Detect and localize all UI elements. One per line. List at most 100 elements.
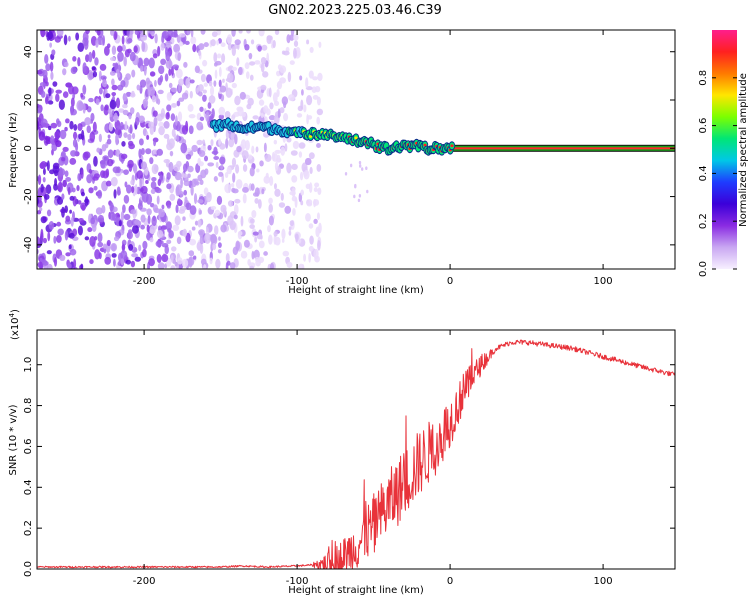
spectrogram-noise-cell xyxy=(213,175,218,182)
spectrogram-noise-cell xyxy=(138,244,142,252)
spectrogram-noise-cell xyxy=(213,52,218,63)
spectrogram-noise-cell xyxy=(289,190,296,196)
spectrogram-noise-cell xyxy=(178,41,184,47)
spectrogram-noise-cell xyxy=(199,106,204,112)
spectrogram-noise-cell xyxy=(102,155,109,161)
spectrogram-noise-cell xyxy=(89,259,94,265)
spectrogram-noise-cell xyxy=(304,157,312,166)
spectrogram-noise-cell xyxy=(69,157,77,165)
spectrogram-noise-cell xyxy=(231,66,238,71)
spectrogram-noise-cell xyxy=(83,151,91,159)
spectrogram-noise-cell xyxy=(305,77,309,89)
spectrogram-noise-cell xyxy=(52,165,60,174)
spectrogram-noise-cell xyxy=(150,181,157,190)
spectrogram-noise-cell xyxy=(161,243,169,248)
spectrogram-noise-cell xyxy=(92,71,98,78)
spectrogram-noise-cell xyxy=(157,178,162,187)
spectrogram-noise-cell xyxy=(113,112,118,123)
spectrogram-noise-cell xyxy=(145,193,153,205)
spectral-line-peak xyxy=(308,135,313,138)
spectrogram-noise-cell xyxy=(77,200,82,205)
spectrogram-noise-cell xyxy=(187,103,194,112)
spectrogram-noise-cell xyxy=(173,32,178,38)
spectrogram-noise-cell xyxy=(366,189,369,194)
spectrogram-noise-cell xyxy=(309,235,314,245)
spectrogram-noise-cell xyxy=(47,100,54,105)
spectrogram-noise-cell xyxy=(166,104,172,112)
spectrogram-noise-cell xyxy=(89,131,96,142)
spectrogram-noise-cell xyxy=(117,51,124,62)
spectrogram-noise-cell xyxy=(95,98,100,106)
spectrogram-noise-cell xyxy=(173,43,181,53)
spectrogram-noise-cell xyxy=(163,120,170,129)
colorbar-label: Normalized spectral amplitude xyxy=(738,73,749,227)
spectrogram-noise-cell xyxy=(85,30,90,35)
spectrogram-noise-cell xyxy=(238,66,243,76)
spectrogram-noise-cell xyxy=(241,150,249,160)
spectrogram-noise-cell xyxy=(170,265,176,269)
spectrogram-noise-cell xyxy=(224,183,232,194)
spectrogram-noise-cell xyxy=(80,202,87,211)
spectrogram-noise-cell xyxy=(231,187,236,193)
spectrogram-noise-cell xyxy=(252,231,259,236)
spectrogram-noise-cell xyxy=(230,182,235,188)
spectrogram-noise-cell xyxy=(37,103,40,108)
spectrogram-noise-cell xyxy=(157,89,164,95)
spectrogram-noise-cell xyxy=(64,170,69,178)
spectrogram-noise-cell xyxy=(297,263,305,269)
spectrogram-noise-cell xyxy=(155,187,162,194)
spectrogram-noise-cell xyxy=(183,189,188,196)
spectrogram-noise-cell xyxy=(158,121,165,128)
spectrogram-noise-cell xyxy=(106,239,111,247)
spectrogram-noise-cell xyxy=(126,37,133,44)
spectrogram-noise-cell xyxy=(309,46,314,54)
spectrogram-noise-cell xyxy=(127,133,132,141)
spectrogram-noise-cell xyxy=(47,125,52,131)
spectrogram-noise-cell xyxy=(76,100,84,111)
y-tick-label: 0.8 xyxy=(23,398,34,414)
spectrogram-noise-cell xyxy=(258,240,265,249)
spectrogram-noise-cell xyxy=(132,224,139,234)
spectrogram-noise-cell xyxy=(124,181,128,188)
spectrogram-noise-cell xyxy=(126,30,130,37)
spectrogram-noise-cell xyxy=(249,218,255,224)
spectrogram-noise-cell xyxy=(289,220,295,227)
spectrogram-noise-cell xyxy=(226,34,233,45)
spectrogram-noise-cell xyxy=(50,122,58,129)
spectrogram-noise-cell xyxy=(115,134,119,140)
spectrogram-noise-cell xyxy=(84,236,90,241)
spectrogram-noise-cell xyxy=(130,179,134,185)
spectrogram-noise-cell xyxy=(232,172,236,183)
spectrogram-noise-cell xyxy=(200,30,206,35)
spectrogram-noise-cell xyxy=(188,250,195,257)
spectrogram-noise-cell xyxy=(239,91,246,100)
spectrogram-noise-cell xyxy=(150,188,156,194)
spectrogram-noise-cell xyxy=(111,91,117,97)
spectrogram-noise-cell xyxy=(49,61,54,72)
spectrogram-noise-cell xyxy=(161,204,165,210)
spectrogram-noise-cell xyxy=(49,42,53,48)
spectrogram-noise-cell xyxy=(166,183,172,190)
spectrogram-noise-cell xyxy=(68,244,72,250)
spectrogram-noise-cell xyxy=(140,224,145,230)
spectrogram-noise-cell xyxy=(300,99,304,110)
spectrogram-noise-cell xyxy=(216,39,220,46)
spectrogram-noise-cell xyxy=(158,126,165,136)
spectrogram-noise-cell xyxy=(308,152,315,160)
spectrogram-noise-cell xyxy=(313,218,318,225)
spectrogram-noise-cell xyxy=(260,112,264,118)
spectrogram-noise-cell xyxy=(205,111,210,123)
spectrogram-noise-cell xyxy=(184,40,190,46)
spectrogram-noise-cell xyxy=(263,251,268,256)
spectrogram-noise-cell xyxy=(224,172,229,179)
spectrogram-noise-cell xyxy=(180,142,188,154)
y-tick-label: 0.6 xyxy=(23,438,34,454)
spectrogram-noise-cell xyxy=(274,236,281,246)
spectrogram-noise-cell xyxy=(111,213,117,221)
spectrogram-noise-cell xyxy=(210,39,216,47)
spectrogram-noise-cell xyxy=(155,240,162,247)
spectrogram-noise-cell xyxy=(186,30,191,36)
spectrogram-noise-cell xyxy=(97,232,103,243)
spectrogram-noise-cell xyxy=(214,209,221,217)
x-tick-label: 100 xyxy=(594,576,613,587)
